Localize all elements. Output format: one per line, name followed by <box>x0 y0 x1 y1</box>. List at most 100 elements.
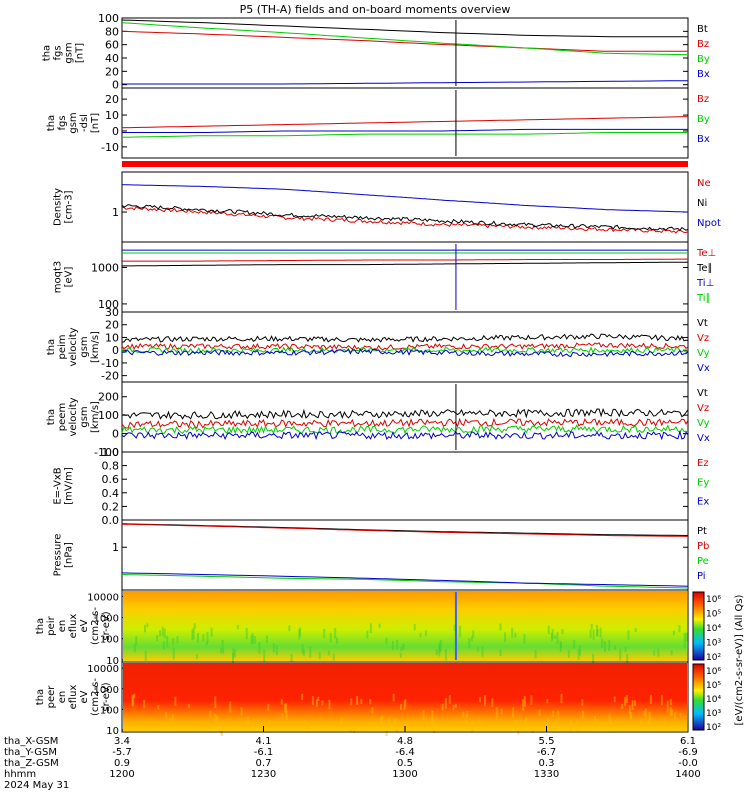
panel-frame <box>121 171 689 243</box>
y-tick-label: 10 <box>106 656 119 667</box>
heatmap-streak <box>657 648 660 657</box>
heatmap-streak <box>679 713 682 718</box>
legend-Pt: Pt <box>697 526 707 537</box>
heatmap-streak <box>524 717 527 724</box>
y-tick-label: 0.0 <box>102 514 120 527</box>
heatmap-streak <box>191 629 194 640</box>
heatmap-streak <box>552 710 555 718</box>
heatmap-streak <box>303 649 306 656</box>
heatmap-streak <box>424 630 427 637</box>
series-Vz <box>121 342 689 351</box>
heatmap-streak <box>350 698 353 706</box>
heatmap-streak <box>216 715 219 725</box>
heatmap-streak <box>569 720 572 732</box>
y-tick-label: 20 <box>105 319 119 332</box>
heatmap-streak <box>369 699 372 705</box>
series-Pi <box>121 572 689 587</box>
heatmap-streak <box>265 635 268 644</box>
colorbar-tick-label: 10⁴ <box>706 624 721 634</box>
heatmap-streak <box>402 643 405 650</box>
heatmap-streak <box>403 700 406 710</box>
heatmap-streak <box>504 632 507 643</box>
heatmap-streak <box>431 719 434 726</box>
heatmap-streak <box>557 710 560 721</box>
heatmap-streak <box>396 639 399 650</box>
y-axis-label: (cm2-s- <box>90 607 101 645</box>
heatmap-streak <box>419 633 422 638</box>
panel-temperature: 1000 100 moqt3 [eV] Te⊥ Te∥ Ti⊥ Ti∥ <box>53 241 716 313</box>
series-Pe <box>121 574 689 589</box>
y-axis-label: peem <box>57 403 68 431</box>
heatmap-streak <box>592 653 595 664</box>
y-tick-label: 200 <box>98 391 119 404</box>
x-tick-label: 4.1 <box>256 736 272 747</box>
heatmap-streak <box>522 699 525 711</box>
heatmap-streak <box>670 650 673 656</box>
heatmap-streak <box>500 708 503 715</box>
y-axis-label: peir <box>46 615 57 635</box>
heatmap-streak <box>280 699 283 705</box>
heatmap-streak <box>318 652 321 660</box>
heatmap-streak <box>531 724 534 734</box>
legend-Pe: Pe <box>697 556 709 567</box>
x-tick-label: 0.7 <box>256 758 272 769</box>
y-tick-label: 100 <box>98 12 119 25</box>
heatmap-streak <box>644 708 647 718</box>
panel-frame <box>121 311 689 383</box>
colorbar-tick-label: 10⁶ <box>706 595 721 605</box>
heatmap-streak <box>613 696 616 703</box>
series-Pt <box>121 523 689 536</box>
heatmap-streak <box>589 629 592 639</box>
heatmap-streak <box>683 632 686 641</box>
y-axis-label: velocity <box>68 397 79 436</box>
heatmap-streak <box>634 627 637 632</box>
heatmap-streak <box>663 721 666 730</box>
heatmap-streak <box>608 714 611 719</box>
series-Vy <box>121 346 689 354</box>
x-tick-label: 3.4 <box>114 736 130 747</box>
heatmap-streak <box>379 717 382 725</box>
heatmap-streak <box>385 724 388 737</box>
heatmap-streak <box>554 634 557 640</box>
heatmap-streak <box>625 695 628 704</box>
y-axis-label: fgs <box>53 45 64 60</box>
heatmap-streak <box>272 643 275 653</box>
heatmap-streak <box>561 629 564 635</box>
heatmap-streak <box>483 695 486 707</box>
heatmap-streak <box>477 717 480 723</box>
series-Vy <box>121 424 689 435</box>
heatmap-streak <box>481 646 484 657</box>
heatmap-streak <box>395 724 398 732</box>
heatmap-streak <box>538 709 541 717</box>
heatmap-streak <box>400 647 403 652</box>
heatmap-streak <box>629 712 632 720</box>
x-tick-label: 1230 <box>251 769 276 780</box>
series-Vx <box>121 429 689 441</box>
heatmap-streak <box>250 634 253 645</box>
legend-Ey: Ey <box>697 477 709 488</box>
heatmap-streak <box>172 638 175 645</box>
heatmap-streak <box>511 627 514 638</box>
x-tick-label: -6.7 <box>537 747 557 758</box>
heatmap-streak <box>222 646 225 654</box>
heatmap-streak <box>610 722 613 729</box>
heatmap-streak <box>195 654 198 660</box>
heatmap-streak <box>444 648 447 661</box>
heatmap-streak <box>133 643 136 653</box>
heatmap-streak <box>660 695 663 706</box>
heatmap-streak <box>422 710 425 720</box>
heatmap-streak <box>144 650 147 661</box>
y-tick-label: 10000 <box>87 664 119 675</box>
heatmap-streak <box>281 713 284 720</box>
y-tick-label: 0 <box>112 344 119 357</box>
heatmap-streak <box>232 652 235 664</box>
heatmap-streak <box>671 709 674 716</box>
y-axis-label: eflux <box>68 685 79 710</box>
legend-Bt: Bt <box>697 24 708 35</box>
y-tick-label: 0 <box>112 428 119 441</box>
heatmap-streak <box>653 650 656 656</box>
y-axis-label: Density <box>53 188 64 226</box>
heatmap-streak <box>332 653 335 661</box>
y-tick-label: 10 <box>105 331 119 344</box>
x-tick-label: 0.9 <box>114 758 130 769</box>
